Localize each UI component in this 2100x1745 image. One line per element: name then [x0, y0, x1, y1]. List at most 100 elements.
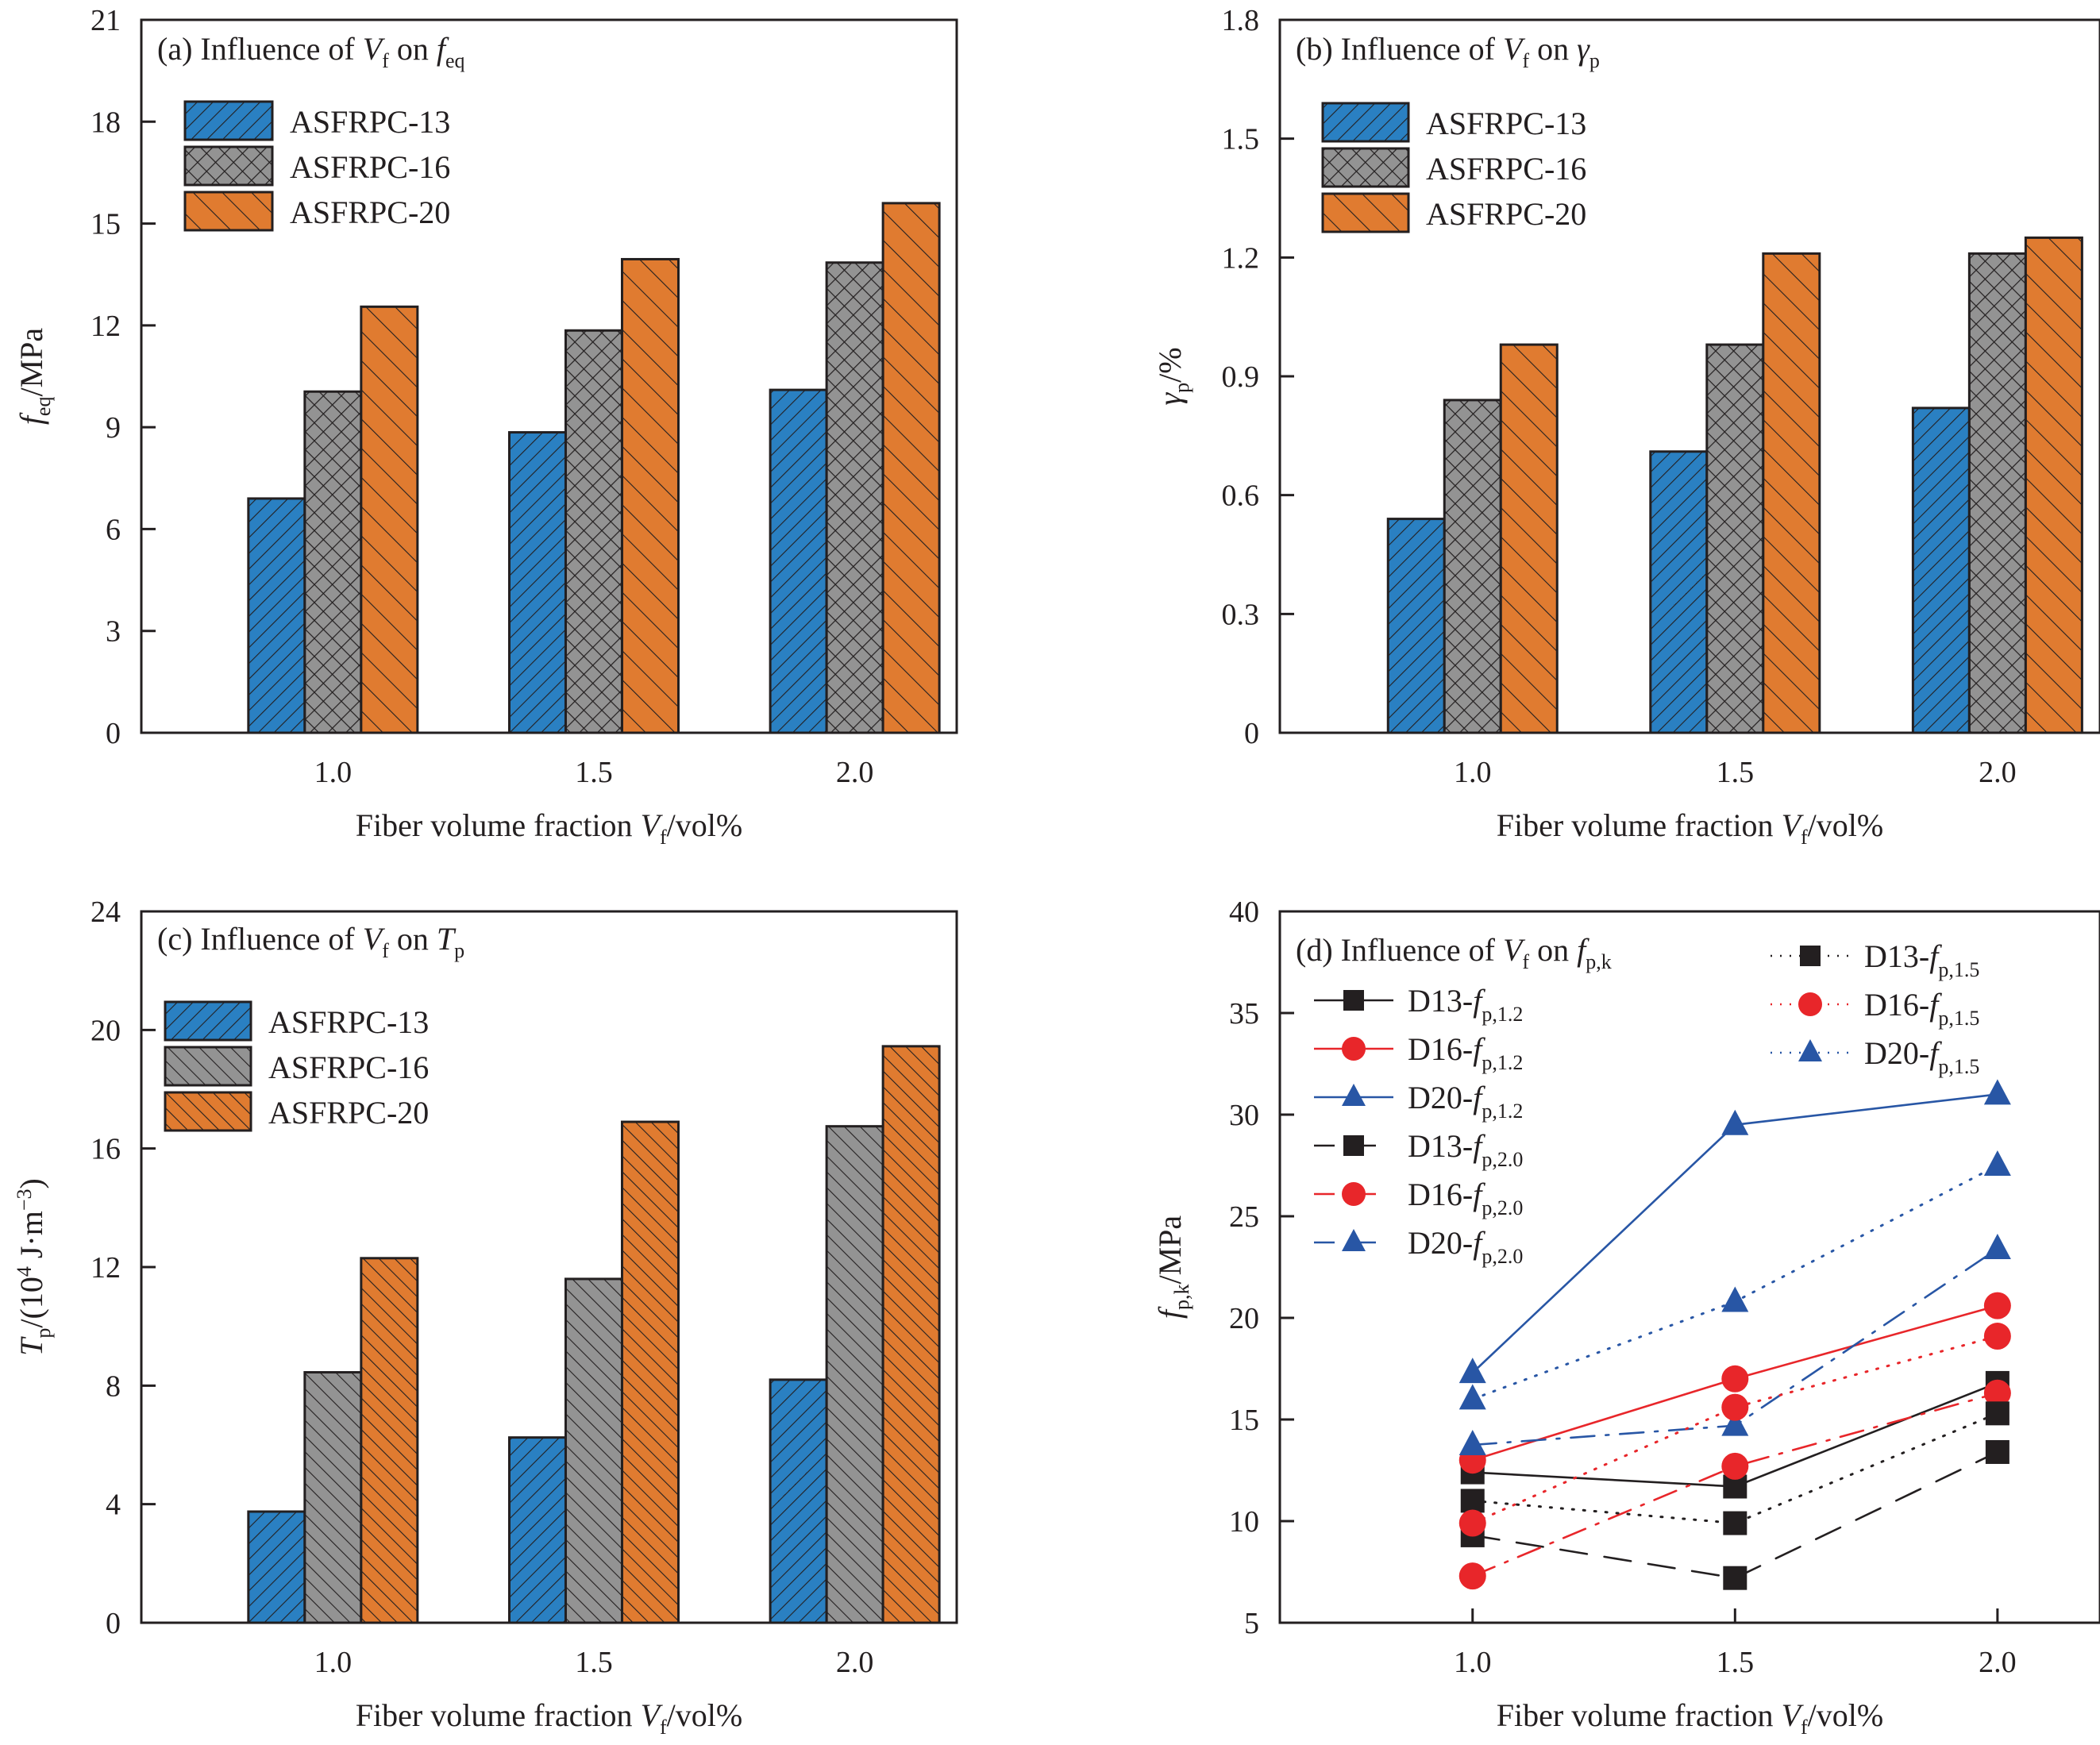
y-tick-label: 16: [91, 1133, 121, 1166]
series-line-d16-f-p-1-5: [1471, 1335, 1999, 1525]
marker-square: [1460, 1489, 1485, 1513]
bar-hatch: [247, 1510, 306, 1624]
marker-square: [1800, 946, 1821, 966]
marker-square: [1985, 1401, 2009, 1426]
y-tick-label: 8: [106, 1369, 121, 1403]
bar-hatch: [360, 1257, 419, 1624]
y-tick-label: 0.6: [1222, 480, 1260, 513]
bar-hatch: [247, 497, 306, 734]
bar-hatch: [2024, 236, 2083, 734]
x-tick-label: 1.0: [1454, 1646, 1492, 1679]
marker-circle: [1721, 1393, 1749, 1421]
legend-swatch-hatch: [183, 100, 274, 141]
x-tick-label: 2.0: [1979, 756, 2017, 789]
y-tick-label: 25: [1229, 1200, 1259, 1234]
y-tick-label: 9: [106, 411, 121, 445]
x-tick-label: 1.5: [1717, 756, 1755, 789]
y-tick-label: 1.2: [1222, 241, 1260, 275]
y-tick-label: 0: [106, 1607, 121, 1640]
x-tick-label: 1.5: [575, 756, 613, 789]
y-tick-label: 21: [91, 4, 121, 37]
legend-label: D13-fp,1.5: [1864, 938, 1979, 981]
marker-triangle: [1721, 1410, 1749, 1436]
marker-triangle: [1342, 1229, 1366, 1251]
marker-square: [1723, 1566, 1747, 1590]
legend-label: D16-fp,1.5: [1864, 987, 1979, 1030]
marker-square: [1723, 1511, 1747, 1535]
marker-triangle: [1983, 1150, 2011, 1176]
y-axis-label: γp/%: [1152, 347, 1193, 405]
legend-label: D16-fp,1.2: [1408, 1031, 1523, 1074]
panel-title: (a) Influence of Vf on feq: [157, 31, 465, 72]
legend-swatch-hatch: [164, 1091, 252, 1132]
bar-hatch: [1762, 252, 1821, 734]
x-tick-label: 1.0: [314, 1646, 353, 1679]
x-tick-label: 1.0: [314, 756, 353, 789]
y-axis-label: fp,k/MPa: [1152, 1215, 1193, 1319]
marker-triangle: [1342, 1084, 1366, 1106]
bar-hatch: [1443, 399, 1502, 734]
x-tick-label: 1.5: [1717, 1646, 1755, 1679]
legend-label: ASFRPC-20: [1426, 196, 1586, 232]
y-tick-label: 1.5: [1222, 123, 1260, 156]
x-axis-label: Fiber volume fraction Vf/vol%: [1497, 1697, 1883, 1739]
legend-label: ASFRPC-20: [290, 195, 450, 230]
bar-hatch: [620, 1120, 680, 1624]
bar-hatch: [769, 388, 828, 734]
marker-triangle: [1721, 1286, 1749, 1312]
marker-triangle: [1798, 1039, 1822, 1061]
marker-square: [1985, 1439, 2009, 1464]
panel-c: 0 4 8 12 16 20 24 1.0 1.5 2.0 ASFRPC-13 ASFRPC-16 AS…: [13, 896, 958, 1739]
legend-swatch-hatch: [1321, 147, 1410, 188]
series-line-d13-f-p-1-5: [1471, 1412, 1999, 1525]
bar-hatch: [1386, 518, 1446, 734]
y-tick-label: 12: [91, 1251, 121, 1285]
legend-label: D13-fp,1.2: [1408, 983, 1523, 1026]
marker-circle: [1458, 1509, 1486, 1537]
y-tick-label: 30: [1229, 1099, 1259, 1132]
legend-label: ASFRPC-16: [268, 1050, 429, 1085]
legend-label: D20-fp,1.5: [1864, 1035, 1979, 1078]
y-tick-label: 3: [106, 615, 121, 649]
bar-hatch: [881, 1045, 941, 1624]
bar-hatch: [564, 1277, 623, 1624]
marker-square: [1343, 990, 1364, 1011]
y-tick-label: 0: [1244, 717, 1259, 750]
y-tick-label: 0.3: [1222, 598, 1260, 631]
bar-hatch: [1911, 406, 1971, 734]
legend-swatch-hatch: [183, 191, 274, 232]
legend-label: ASFRPC-13: [1426, 106, 1586, 141]
x-axis-label: Fiber volume fraction Vf/vol%: [356, 1697, 742, 1739]
bar-hatch: [881, 202, 941, 734]
bar-hatch: [1649, 450, 1709, 734]
x-tick-label: 2.0: [836, 1646, 874, 1679]
legend-swatch-hatch: [183, 145, 274, 187]
marker-triangle: [1721, 1109, 1749, 1135]
legend-label: ASFRPC-20: [268, 1095, 429, 1131]
panel-title: (b) Influence of Vf on γp: [1296, 31, 1600, 72]
panel-d: 5 10 15 20 25 30 35 40 1.0 1.5 2.0 D13-fp,1.2 D16-fp…: [1152, 896, 2100, 1739]
legend-label: ASFRPC-13: [290, 104, 450, 140]
bar-hatch: [825, 1125, 884, 1624]
y-tick-label: 6: [106, 513, 121, 546]
marker-circle: [1798, 992, 1822, 1016]
bar-hatch: [303, 390, 363, 734]
legend-swatch-hatch: [164, 1046, 252, 1087]
legend-swatch-hatch: [164, 1000, 252, 1042]
y-tick-label: 35: [1229, 997, 1259, 1030]
legend-swatch-hatch: [1321, 102, 1410, 143]
legend-label: D20-fp,2.0: [1408, 1225, 1523, 1268]
legend-label: D16-fp,2.0: [1408, 1177, 1523, 1219]
x-axis-label: Fiber volume fraction Vf/vol%: [356, 807, 742, 849]
marker-triangle: [1458, 1358, 1486, 1384]
bar-hatch: [1967, 252, 2027, 734]
marker-triangle: [1983, 1079, 2011, 1105]
bar-hatch: [564, 329, 623, 734]
marker-triangle: [1458, 1384, 1486, 1410]
panel-a: 0 3 6 9 12 15 18 21 1.0 1.5 2.0 ASFRPC-13 ASFRPC-16 A…: [13, 4, 958, 849]
y-axis-label: Tp/(104 J·m−3): [13, 1178, 55, 1356]
legend-swatch-hatch: [1321, 192, 1410, 233]
legend-label: ASFRPC-16: [290, 149, 450, 185]
bar-hatch: [303, 1371, 363, 1624]
